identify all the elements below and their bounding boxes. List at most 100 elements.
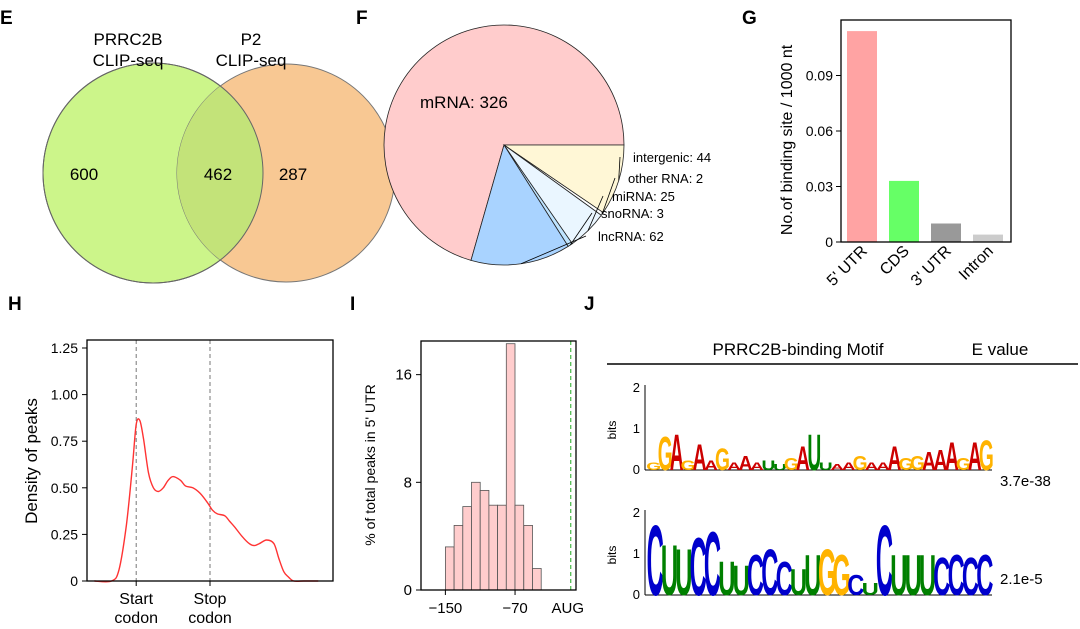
- logo-letter-c: C: [962, 546, 979, 607]
- logo-letter-u: U: [790, 562, 807, 604]
- logo-letter-u: U: [761, 457, 775, 473]
- pie-label-lncrna: lncRNA: 62: [598, 229, 664, 244]
- pie-leader-other-rna: [601, 177, 616, 215]
- h-marker-label-line2: codon: [114, 610, 158, 627]
- g-bar-5-utr: [847, 31, 877, 242]
- h-plot-frame: [86, 339, 334, 582]
- logo-letter-a: A: [670, 425, 684, 482]
- i-bar: [444, 546, 455, 591]
- pie-label-intergenic: intergenic: 44: [633, 150, 711, 165]
- logo-letter-a: A: [693, 437, 707, 478]
- motif1-tick-2: 2: [633, 380, 640, 395]
- logo-letter-a: A: [842, 461, 856, 473]
- i-y-tick-label: 8: [404, 474, 412, 491]
- h-density-line: [94, 418, 319, 583]
- logo-letter-a: A: [876, 461, 890, 473]
- logo-letter-a: A: [796, 439, 810, 477]
- logo-letter-u: U: [862, 580, 879, 599]
- logo-letter-c: C: [876, 506, 893, 617]
- i-y-axis-label: % of total peaks in 5' UTR: [362, 384, 378, 545]
- logo-letter-c: C: [704, 514, 721, 615]
- panel-h: H Start codon Stop codon 0 0.25 0.50 0.75 1.00 1.…: [8, 294, 334, 627]
- logo-letter-c: C: [761, 536, 778, 609]
- logo-letter-g: G: [899, 455, 914, 474]
- logo-letter-u: U: [675, 536, 692, 609]
- logo-letter-a: A: [968, 434, 982, 479]
- venn-label-b-line1: P2: [241, 30, 262, 49]
- i-content: AUG −150 −70 0 8 16: [395, 341, 584, 617]
- logo-letter-a: A: [888, 439, 902, 477]
- venn-label-a-line1: PRRC2B: [94, 30, 163, 49]
- h-y-tick-label: 0.50: [51, 480, 78, 496]
- i-bar: [497, 504, 507, 591]
- h-marker-label-line2: codon: [188, 610, 232, 627]
- logo-letter-c: C: [647, 506, 664, 617]
- motif1-evalue: 3.7e-38: [1000, 473, 1051, 490]
- pie-label-mirna: miRNA: 25: [612, 189, 675, 204]
- g-y-tick-label: 0.06: [806, 123, 833, 139]
- motif1-tick-0: 0: [633, 462, 640, 477]
- logo-letter-a: A: [865, 461, 879, 473]
- logo-letter-a: A: [727, 461, 741, 473]
- venn-count-only-b: 287: [279, 165, 307, 184]
- panel-letter-j: J: [584, 294, 595, 315]
- h-y-axis-label: Density of peaks: [22, 398, 41, 524]
- pie-slice-lncrna: [470, 144, 569, 266]
- panel-letter-f: F: [356, 8, 368, 29]
- pie-slice-mrna: [383, 24, 625, 261]
- i-plot-frame: [420, 340, 577, 591]
- h-marker-label-line1: Stop: [194, 591, 227, 608]
- logo-letter-g: G: [956, 455, 971, 474]
- pie-leader-snorna: [569, 212, 593, 246]
- g-x-tick-label: Intron: [956, 243, 997, 284]
- pie-label-snorna: snoRNA: 3: [601, 206, 664, 221]
- logo-letter-a: A: [704, 457, 718, 473]
- h-y-tick-label: 1.00: [51, 387, 78, 403]
- logo-letter-g: G: [681, 457, 696, 473]
- i-bar: [523, 525, 533, 591]
- i-x-tick-label: −70: [502, 600, 527, 617]
- h-content: Start codon Stop codon 0 0.25 0.50 0.75 1.00 1.25: [51, 340, 319, 627]
- panel-letter-i: I: [350, 294, 355, 315]
- i-bar: [453, 525, 464, 591]
- i-bar: [479, 489, 490, 591]
- motif2-tick-0: 0: [633, 587, 640, 602]
- logo-letter-g: G: [818, 536, 837, 609]
- motif2-y-axis-label: bits: [605, 546, 619, 565]
- logo-letter-a: A: [830, 463, 844, 472]
- logo-letter-a: A: [739, 453, 753, 475]
- motif2-tick-1: 1: [633, 546, 640, 561]
- logo-letter-c: C: [847, 569, 864, 602]
- g-y-tick-label: 0: [825, 234, 833, 250]
- i-bar: [505, 343, 516, 591]
- g-x-tick-label: 3' UTR: [908, 243, 955, 290]
- pie-leader-intergenic: [618, 156, 621, 181]
- logo-letter-u: U: [890, 544, 907, 608]
- venn-label-b-line2: CLIP-seq: [216, 51, 287, 70]
- logo-letter-a: A: [945, 434, 959, 479]
- venn-overlap: [177, 64, 263, 282]
- i-y-tick-label: 16: [395, 367, 412, 384]
- logo-letter-g: G: [646, 461, 661, 473]
- h-y-tick-label: 0: [70, 573, 78, 589]
- logo-letter-u: U: [819, 461, 833, 473]
- g-y-axis-label: No.of binding site / 1000 nt: [779, 44, 796, 235]
- logo-letter-g: G: [715, 441, 730, 477]
- logo-letter-g: G: [910, 453, 925, 475]
- g-x-tick-label: CDS: [877, 243, 913, 279]
- logo-letter-u: U: [905, 544, 922, 608]
- i-x-tick-label: −150: [428, 600, 462, 617]
- g-bar-intron: [973, 234, 1003, 242]
- logo-letter-u: U: [919, 544, 936, 608]
- logo-letter-g: G: [853, 453, 868, 475]
- motif1-y-axis-label: bits: [605, 421, 619, 440]
- logo-letter-u: U: [733, 558, 750, 605]
- h-y-tick-label: 0.25: [51, 526, 78, 542]
- evalue-header: E value: [972, 340, 1029, 359]
- logo-letter-u: U: [718, 552, 735, 607]
- pie-slices: [383, 24, 625, 266]
- h-y-tick-label: 1.25: [51, 340, 78, 356]
- pie-leader-lncrna: [520, 235, 587, 265]
- logo-letter-c: C: [690, 520, 707, 612]
